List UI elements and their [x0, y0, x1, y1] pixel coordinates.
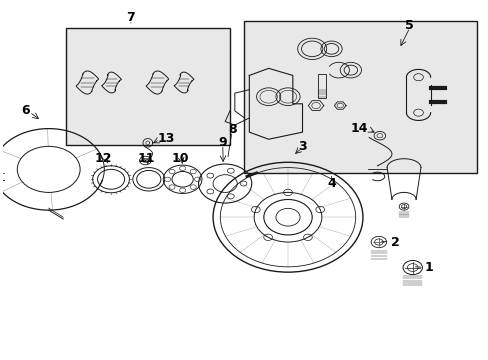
Text: 3: 3 — [298, 140, 306, 153]
Circle shape — [194, 177, 200, 181]
Text: 2: 2 — [390, 235, 398, 248]
Bar — [65, 28, 229, 145]
Text: 1: 1 — [424, 261, 433, 274]
Text: 12: 12 — [94, 152, 111, 165]
Text: 11: 11 — [137, 152, 154, 165]
Text: 9: 9 — [218, 136, 226, 149]
Text: 13: 13 — [157, 132, 175, 145]
Text: 4: 4 — [326, 177, 335, 190]
Circle shape — [179, 188, 185, 193]
Circle shape — [164, 177, 170, 181]
Text: 6: 6 — [21, 104, 30, 117]
Text: 8: 8 — [228, 123, 237, 136]
Bar — [244, 21, 476, 173]
Text: 7: 7 — [126, 11, 135, 24]
Bar — [317, 74, 325, 99]
Text: 10: 10 — [172, 152, 189, 165]
Circle shape — [169, 185, 175, 189]
Circle shape — [190, 169, 196, 174]
Circle shape — [169, 169, 175, 174]
Text: 5: 5 — [405, 19, 413, 32]
Text: 14: 14 — [349, 122, 367, 135]
Circle shape — [190, 185, 196, 189]
Circle shape — [179, 166, 185, 171]
